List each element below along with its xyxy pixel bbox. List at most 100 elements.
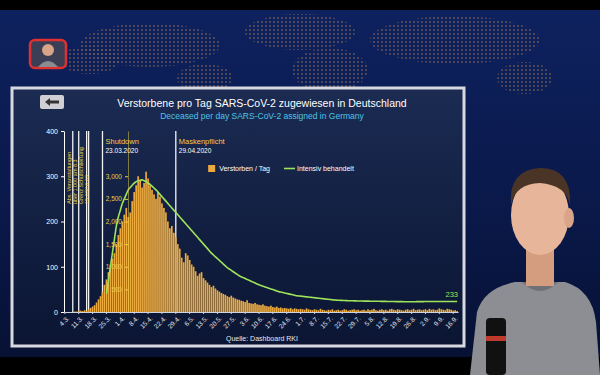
legend-label: Verstorben / Tag [219,165,270,173]
bar [153,194,155,312]
bar [66,312,68,313]
bar [102,292,104,312]
bar [260,305,262,312]
legend-swatch [208,165,215,172]
x-tick-mark [148,312,149,314]
y-tick: 100 [46,263,64,270]
x-tick: 12.8. [374,312,389,330]
y2-tick-mark [125,199,128,200]
bar [256,304,258,312]
bar [286,308,288,312]
bar [104,285,106,312]
y2-axis: 5001,0001,5002,0002,5003,000 [106,132,129,313]
plot-area [73,131,458,312]
event-line [102,131,103,312]
bar [266,306,268,312]
bar [446,309,448,312]
back-arrow[interactable] [45,98,59,106]
x-tick-mark [286,312,287,314]
title: Verstorbene pro Tag SARS-CoV-2 zugewiese… [117,97,406,109]
chart-panel [12,88,464,346]
bar [361,310,363,312]
x-tick: 16.9. [444,312,459,330]
bar [300,309,302,312]
event-line [175,131,176,312]
presenter [470,168,600,375]
bar [411,310,413,312]
bar [175,237,177,312]
x-tick-label: 29.4. [166,314,181,329]
bar [123,215,125,312]
bar [270,306,272,312]
y-tick-mark [61,176,64,177]
bar [165,212,167,312]
bar [234,298,236,312]
bar [359,311,361,312]
bar [228,297,230,312]
back-button[interactable] [40,95,64,109]
bar [276,307,278,312]
icon-body [38,61,58,67]
x-tick-label: 18.3. [83,314,98,329]
bar [290,308,292,312]
x-tick-mark [356,312,357,314]
y2-tick-label: 1,000 [106,263,123,270]
bar [74,311,76,312]
x-tick-label: 29.7. [347,314,362,329]
bar [335,310,337,312]
x-tick-mark [245,312,246,314]
bar [232,298,234,312]
bar [316,310,318,312]
bar [167,222,169,313]
y-tick-label: 100 [46,263,58,270]
event-line [88,131,89,312]
bar [383,310,385,312]
bar [433,309,435,312]
bar [195,271,197,312]
bar [78,311,80,312]
bar [328,310,330,312]
y-tick-label: 0 [54,309,58,316]
legend-item: Verstorben / Tag [208,165,270,173]
frame-top [0,0,600,10]
bar [438,308,440,312]
bar [96,302,98,312]
y-tick-label: 300 [46,173,58,180]
line [106,180,457,302]
page: Shutdown23.03.2020Maskenpflicht29.04.202… [0,0,600,375]
bar [450,310,452,312]
y-tick: 300 [46,173,64,180]
back-button-bg[interactable] [40,95,64,109]
y2-tick-label: 1,500 [106,241,123,248]
legend: Verstorben / TagIntensiv behandelt [208,165,354,173]
x-tick-label: 11.3. [69,314,84,329]
y2-tick: 3,000 [106,173,128,180]
bar [278,308,280,312]
bar [349,310,351,312]
bar [179,249,181,312]
x-tick-mark [383,312,384,314]
bar [379,310,381,312]
bar [413,309,415,312]
end-label: 233 [445,290,458,299]
y2-tick-label: 500 [111,286,122,293]
bar [341,310,343,312]
x-tick-mark [64,312,65,314]
y-axis: 0100200300400 [46,128,64,316]
bar [347,311,349,312]
bar [201,272,203,312]
bar [217,290,219,312]
hair [511,168,570,205]
bar [429,309,431,312]
x-tick: 19.8. [388,312,403,330]
bar [339,311,341,312]
x-tick-mark [92,312,93,314]
bar [82,311,84,312]
y2-axis-line [128,132,129,313]
x-tick: 24.6. [277,312,292,330]
bar [90,308,92,312]
texts: Shutdown23.03.2020Maskenpflicht29.04.202… [46,97,459,343]
x-tick-mark [259,312,260,314]
event-label: Maskenpflicht [179,137,226,146]
y2-tick-label: 2,500 [106,195,123,202]
